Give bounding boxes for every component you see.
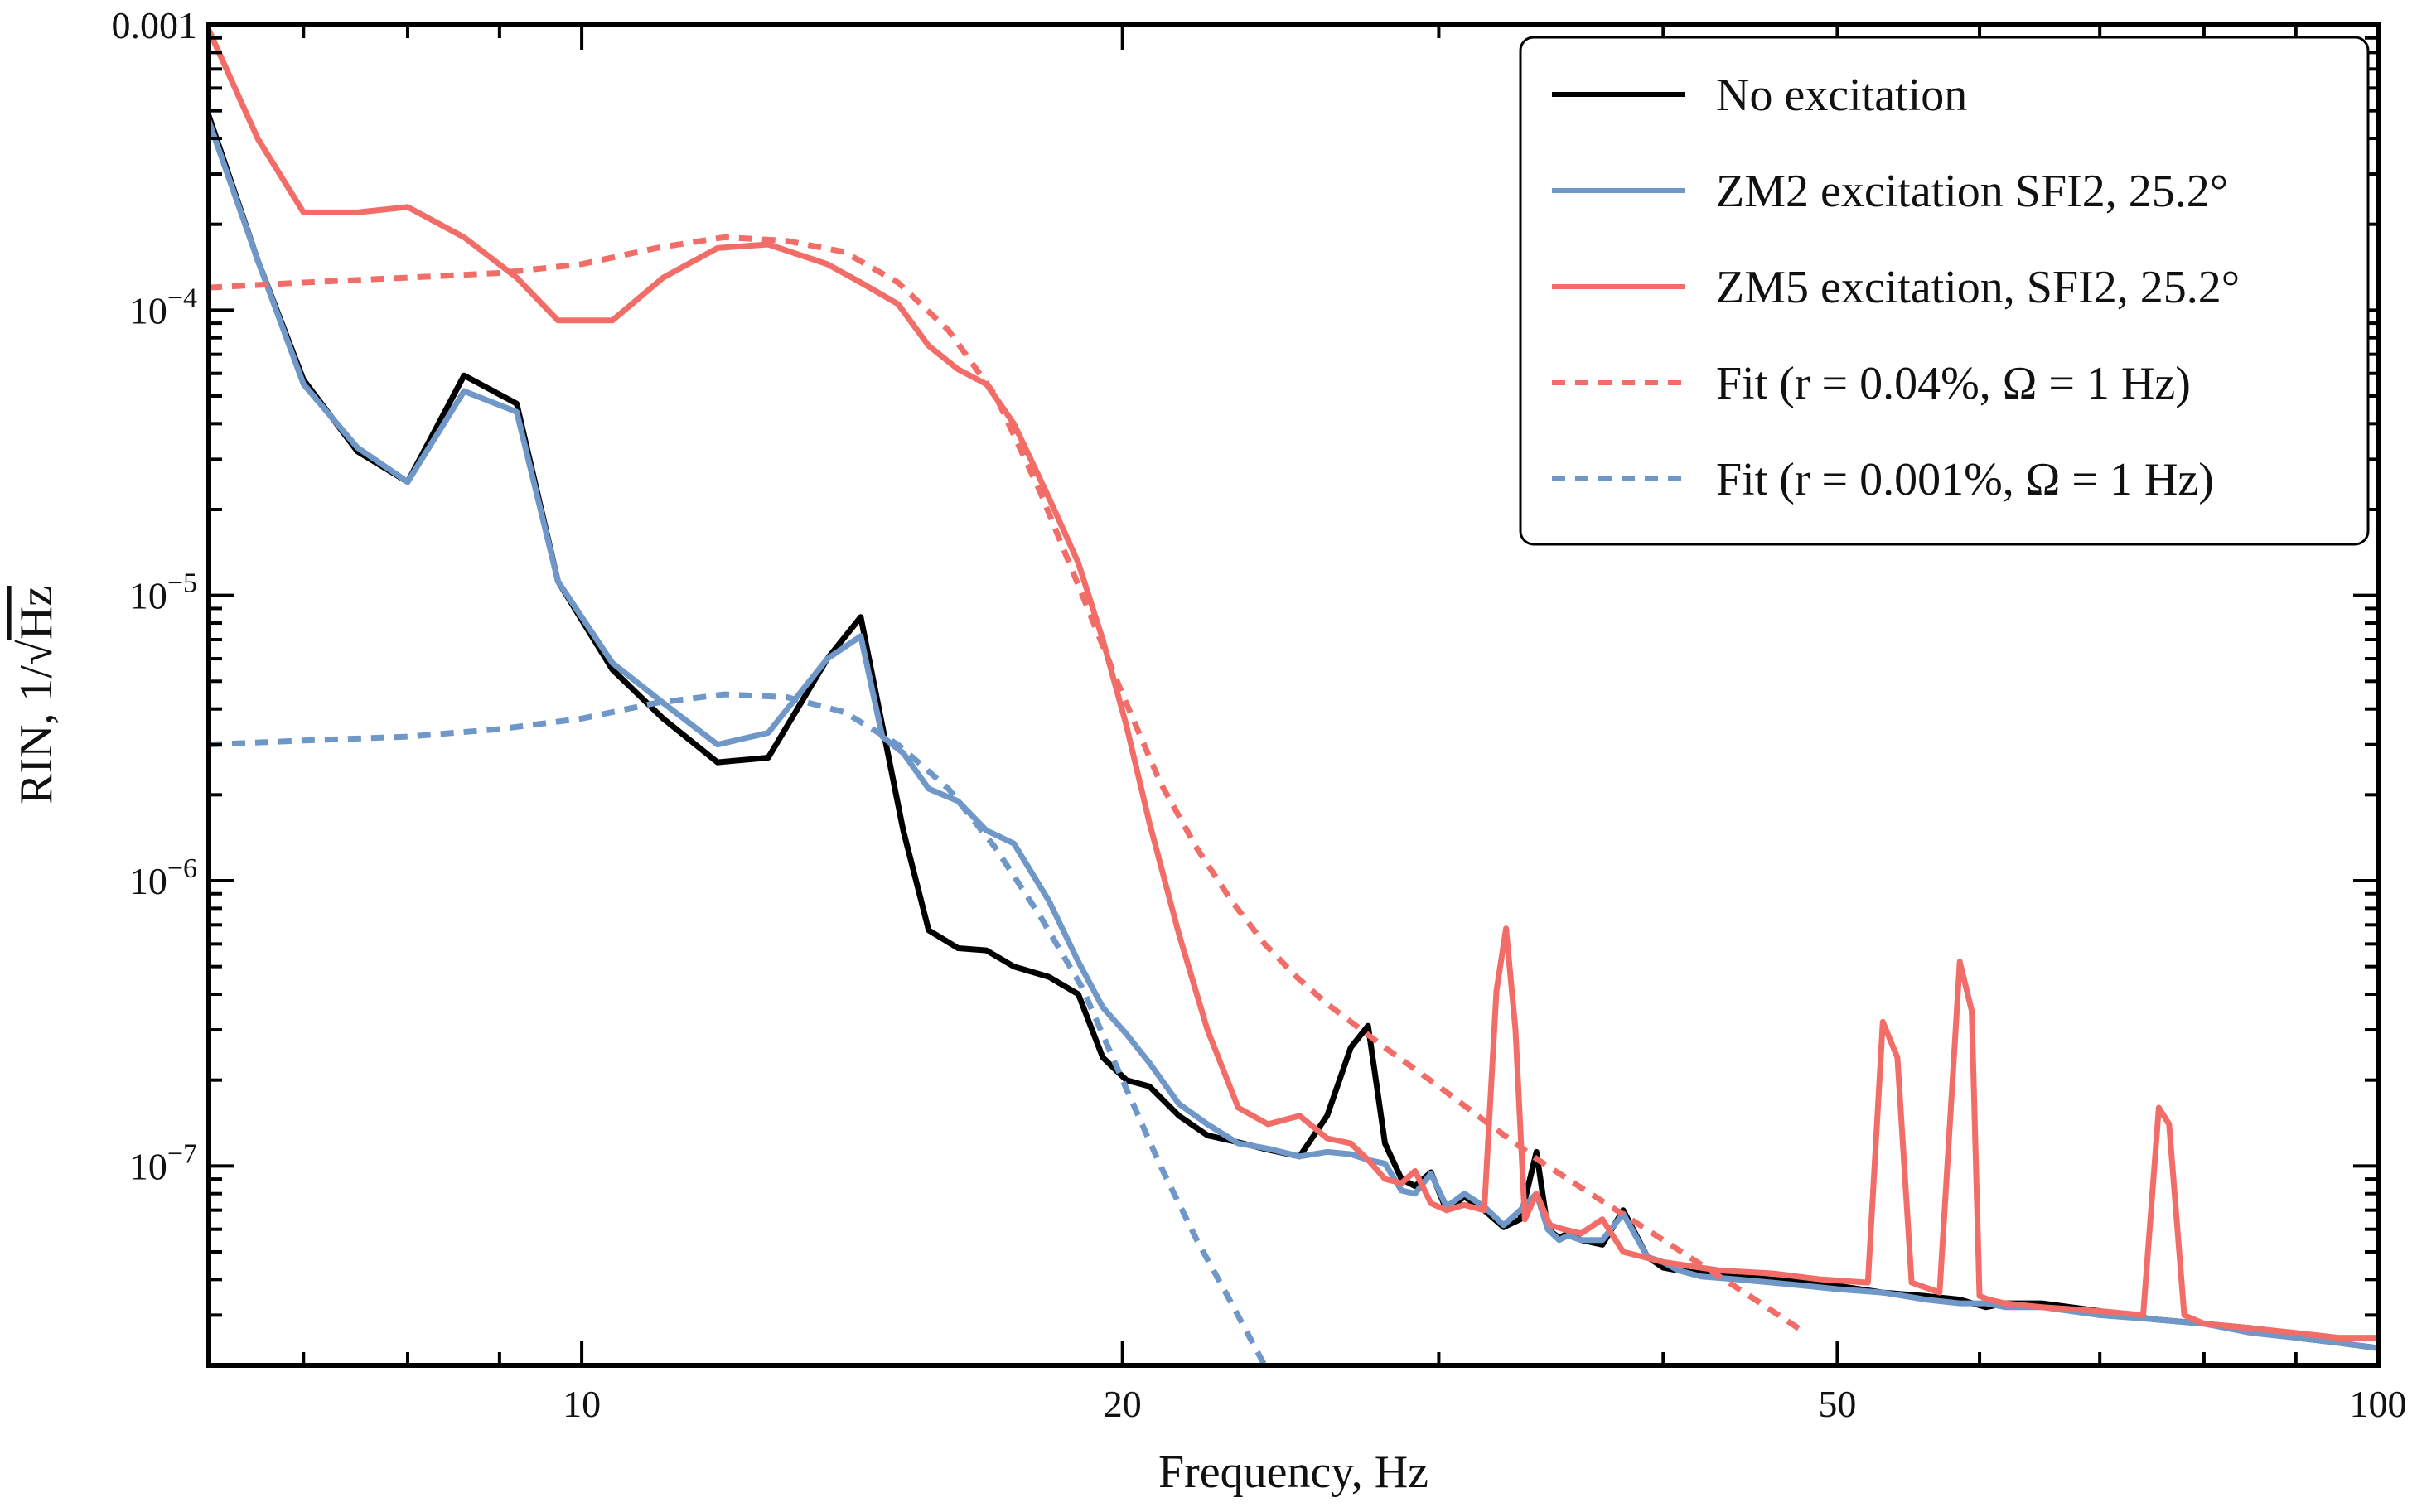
y-tick-label-base: 10 [129,860,167,902]
legend-entries: No excitation ZM2 excitation SFI2, 25.2° Z… [1552,70,2240,505]
legend-label-2: ZM2 excitation SFI2, 25.2° [1716,166,2228,217]
y-axis-title-radical: √ [11,640,62,665]
y-tick-label-exponent: −5 [167,568,197,599]
legend-box [1519,36,2370,546]
legend-label-4: Fit (r = 0.04%, Ω = 1 Hz) [1716,358,2191,409]
x-axis-title: Frequency, Hz [1158,1447,1428,1498]
y-tick-label-exponent: −7 [167,1138,197,1169]
y-tick-label: 10−5 [129,568,197,617]
series-line-3-zm5-excitation-sfi2-25-2 [209,27,2378,1341]
x-tick-label-50: 50 [1818,1383,1856,1425]
y-tick-label-base: 10 [129,289,167,331]
x-tick-label-20: 20 [1104,1383,1142,1425]
series-line-4-fit-r-0-04-1-hz [209,234,1807,1336]
y-axis-title-prefix: RIN, 1/ [11,665,62,804]
y-tick-label: 0.001 [112,4,198,46]
y-tick-label: 10−7 [129,1138,197,1187]
y-tick-label-exponent: −4 [167,283,197,313]
svg-text:RIN, 1/√Hz: RIN, 1/√Hz [11,586,62,804]
y-tick-label: 10−4 [129,283,197,331]
y-tick-label: 10−6 [129,853,197,902]
legend-label-3: ZM5 excitation, SFI2, 25.2° [1716,262,2240,313]
y-axis-title: RIN, 1/√Hz [11,586,62,804]
x-tick-label-100: 100 [2350,1383,2407,1425]
series-line-5-fit-r-0-001-1-hz [209,691,1268,1365]
legend: No excitation ZM2 excitation SFI2, 25.2° Z… [1519,36,2370,546]
series-line-2-zm2-excitation-sfi2-25-2 [209,118,2378,1351]
y-tick-label-base: 10 [129,575,167,617]
y-tick-label-exponent: −6 [167,853,197,884]
legend-label-5: Fit (r = 0.001%, Ω = 1 Hz) [1716,454,2214,505]
x-tick-label-10: 10 [563,1383,601,1425]
legend-label-1: No excitation [1716,70,1967,121]
series-layer [209,27,2378,1365]
plot-frame [206,22,2381,1368]
y-tick-label-base: 10 [129,1145,167,1187]
y-axis-title-radicand: Hz [11,586,62,640]
